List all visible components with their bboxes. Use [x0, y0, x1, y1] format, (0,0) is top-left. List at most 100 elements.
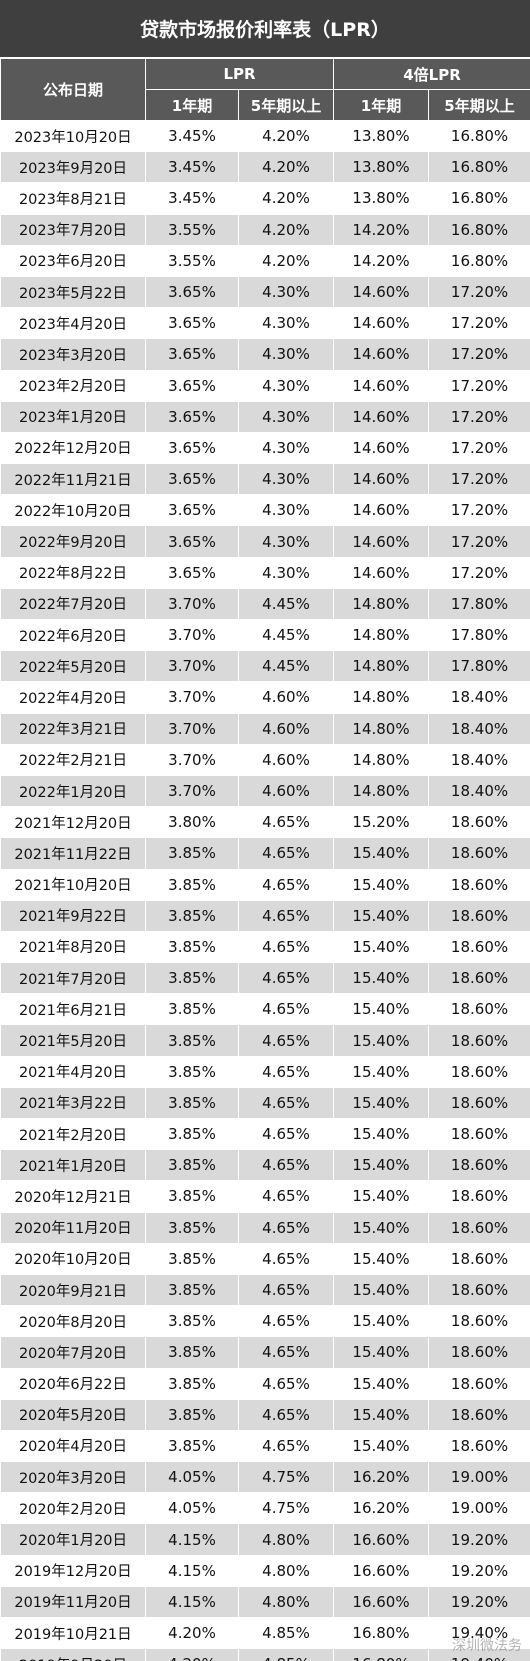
rate-cell: 17.20%: [428, 494, 530, 527]
rate-cell: 3.85%: [145, 1242, 239, 1275]
rate-cell: 18.60%: [428, 1086, 530, 1120]
rate-cell: 4.65%: [237, 1336, 335, 1369]
date-cell: 2022年4月20日: [0, 681, 146, 714]
table-row: 2023年5月22日 3.65% 4.30% 14.60% 17.20%: [0, 275, 530, 309]
rate-cell: 3.65%: [145, 494, 239, 527]
rate-cell: 3.85%: [145, 962, 239, 995]
rate-cell: 15.40%: [333, 1398, 430, 1431]
rate-cell: 15.40%: [333, 1336, 430, 1369]
rate-cell: 14.60%: [333, 400, 430, 433]
rate-cell: 14.80%: [333, 681, 430, 714]
rate-cell: 16.80%: [428, 213, 530, 246]
table-row: 2023年8月21日 3.45% 4.20% 13.80% 16.80%: [0, 182, 530, 215]
table-row: 2022年4月20日 3.70% 4.60% 14.80% 18.40%: [0, 681, 530, 714]
rate-cell: 4.80%: [237, 1585, 335, 1619]
rate-cell: 17.20%: [428, 463, 530, 496]
rate-cell: 3.65%: [145, 369, 239, 402]
rate-cell: 4.15%: [145, 1585, 239, 1619]
rate-cell: 14.80%: [333, 618, 430, 652]
rate-cell: 3.85%: [145, 1336, 239, 1369]
date-cell: 2021年10月20日: [0, 868, 146, 901]
column-header: 5年期以上: [237, 89, 335, 121]
rate-cell: 16.80%: [428, 244, 530, 277]
rate-cell: 15.40%: [333, 1149, 430, 1182]
table-row: 2023年3月20日 3.65% 4.30% 14.60% 17.20%: [0, 338, 530, 371]
rate-cell: 17.20%: [428, 369, 530, 402]
rate-cell: 18.60%: [428, 1273, 530, 1307]
rate-cell: 15.40%: [333, 993, 430, 1026]
date-cell: 2021年11月22日: [0, 837, 146, 870]
column-header: 公布日期: [0, 58, 146, 121]
rate-cell: 3.70%: [145, 650, 239, 683]
table-row: 2020年3月20日 4.05% 4.75% 16.20% 19.00%: [0, 1461, 530, 1494]
rate-cell: 18.60%: [428, 1117, 530, 1151]
rate-cell: 14.60%: [333, 369, 430, 402]
rate-cell: 17.20%: [428, 307, 530, 340]
rate-cell: 16.20%: [333, 1492, 430, 1525]
date-cell: 2020年9月21日: [0, 1273, 146, 1307]
rate-cell: 18.60%: [428, 1211, 530, 1244]
date-cell: 2019年9月20日: [0, 1648, 146, 1661]
rate-cell: 4.30%: [237, 556, 335, 589]
rate-cell: 3.45%: [145, 151, 239, 184]
table-row: 2019年10月21日 4.20% 4.85% 16.80% 19.40%: [0, 1616, 530, 1650]
rate-cell: 4.65%: [237, 1367, 335, 1400]
rate-cell: 3.85%: [145, 930, 239, 964]
date-cell: 2020年4月20日: [0, 1429, 146, 1463]
rate-cell: 3.65%: [145, 338, 239, 371]
table-row: 2021年7月20日 3.85% 4.65% 15.40% 18.60%: [0, 962, 530, 995]
rate-cell: 4.80%: [237, 1554, 335, 1587]
rate-cell: 14.60%: [333, 307, 430, 340]
rate-cell: 17.80%: [428, 650, 530, 683]
table-title: 贷款市场报价利率表（LPR）: [0, 0, 530, 58]
rate-cell: 14.80%: [333, 587, 430, 621]
date-cell: 2022年8月22日: [0, 556, 146, 589]
rate-cell: 14.60%: [333, 275, 430, 309]
rate-cell: 3.85%: [145, 1149, 239, 1182]
date-cell: 2021年9月22日: [0, 899, 146, 932]
table-row: 2022年10月20日 3.65% 4.30% 14.60% 17.20%: [0, 494, 530, 527]
rate-cell: 13.80%: [333, 119, 430, 153]
rate-cell: 4.30%: [237, 307, 335, 340]
date-cell: 2021年6月21日: [0, 993, 146, 1026]
table-row: 2020年4月20日 3.85% 4.65% 15.40% 18.60%: [0, 1429, 530, 1463]
rate-cell: 15.40%: [333, 1273, 430, 1307]
table-row: 2021年3月22日 3.85% 4.65% 15.40% 18.60%: [0, 1086, 530, 1120]
table-row: 2022年7月20日 3.70% 4.45% 14.80% 17.80%: [0, 587, 530, 621]
watermark: 深圳微法务: [452, 1638, 522, 1654]
rate-cell: 4.65%: [237, 1273, 335, 1307]
table-row: 2021年1月20日 3.85% 4.65% 15.40% 18.60%: [0, 1149, 530, 1182]
rate-cell: 4.45%: [237, 587, 335, 621]
rate-cell: 18.60%: [428, 837, 530, 870]
rate-cell: 18.60%: [428, 993, 530, 1026]
rate-cell: 15.40%: [333, 837, 430, 870]
table-row: 2020年7月20日 3.85% 4.65% 15.40% 18.60%: [0, 1336, 530, 1369]
rate-cell: 3.70%: [145, 681, 239, 714]
rate-cell: 3.45%: [145, 182, 239, 215]
rate-cell: 3.85%: [145, 1273, 239, 1307]
rate-cell: 4.20%: [145, 1648, 239, 1661]
rate-cell: 3.70%: [145, 712, 239, 745]
date-cell: 2021年12月20日: [0, 806, 146, 839]
table-row: 2020年1月20日 4.15% 4.80% 16.60% 19.20%: [0, 1523, 530, 1556]
rate-cell: 4.65%: [237, 837, 335, 870]
rate-cell: 18.60%: [428, 1429, 530, 1463]
rate-cell: 4.65%: [237, 1117, 335, 1151]
rate-cell: 17.20%: [428, 556, 530, 589]
rate-cell: 3.65%: [145, 525, 239, 558]
rate-cell: 19.20%: [428, 1585, 530, 1619]
table-row: 2021年6月21日 3.85% 4.65% 15.40% 18.60%: [0, 993, 530, 1026]
date-cell: 2023年3月20日: [0, 338, 146, 371]
rate-cell: 15.40%: [333, 930, 430, 964]
rate-cell: 4.30%: [237, 275, 335, 309]
date-cell: 2022年6月20日: [0, 618, 146, 652]
rate-cell: 4.65%: [237, 993, 335, 1026]
rate-cell: 15.40%: [333, 899, 430, 932]
table-row: 2021年5月20日 3.85% 4.65% 15.40% 18.60%: [0, 1024, 530, 1057]
date-cell: 2021年2月20日: [0, 1117, 146, 1151]
date-cell: 2023年2月20日: [0, 369, 146, 402]
rate-cell: 4.05%: [145, 1461, 239, 1494]
rate-cell: 4.75%: [237, 1492, 335, 1525]
rate-cell: 14.60%: [333, 525, 430, 558]
rate-cell: 4.65%: [237, 962, 335, 995]
